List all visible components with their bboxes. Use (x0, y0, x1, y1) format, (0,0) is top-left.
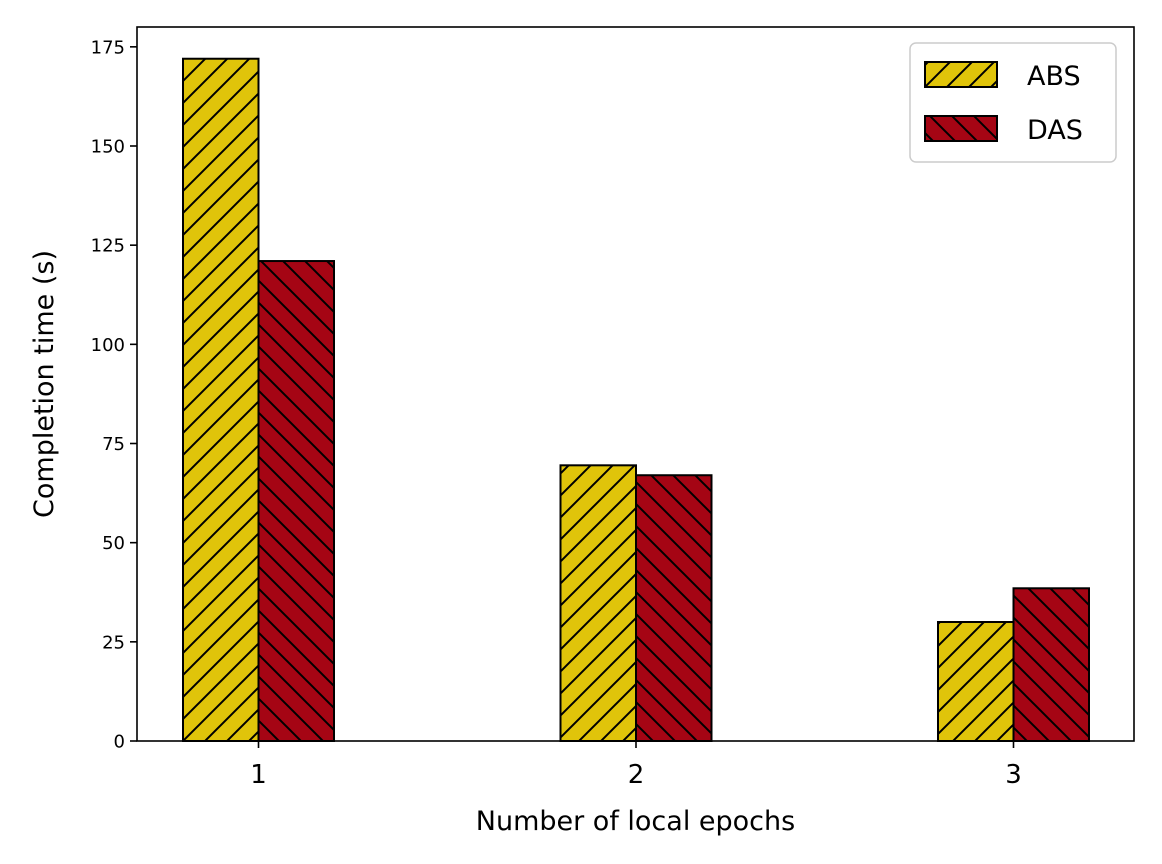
bar-das-1 (257, 260, 335, 742)
legend-frame (909, 42, 1117, 163)
bar-das-2 (635, 474, 713, 742)
bar-hatch (559, 464, 637, 742)
x-tick-label: 3 (1005, 760, 1022, 790)
y-tick-label: 25 (102, 632, 125, 653)
y-tick-label: 0 (114, 732, 125, 753)
bar-das-3 (1012, 587, 1090, 742)
bar-hatch (635, 474, 713, 742)
y-tick-label: 50 (102, 533, 125, 554)
legend: ABS DAS (909, 42, 1117, 163)
bar-hatch (937, 621, 1015, 742)
bar-abs-1 (182, 57, 260, 742)
x-axis-label: Number of local epochs (476, 806, 795, 837)
y-tick-label: 150 (91, 137, 125, 158)
y-tick-label: 100 (91, 335, 125, 356)
bar-hatch (257, 260, 335, 742)
bar-hatch (1012, 587, 1090, 742)
legend-item-abs: ABS (924, 61, 1081, 92)
bar-hatch (182, 57, 260, 742)
y-tick-label: 175 (91, 37, 125, 58)
y-tick-label: 75 (102, 434, 125, 455)
legend-label: DAS (1027, 115, 1083, 146)
y-tick-label: 125 (91, 236, 125, 257)
bar-abs-2 (559, 464, 637, 742)
legend-swatch-hatch (924, 61, 998, 88)
legend-swatch-hatch (924, 115, 998, 142)
x-axis: 1 2 3 (250, 741, 1022, 790)
x-tick-label: 2 (628, 760, 645, 790)
legend-item-das: DAS (924, 115, 1083, 146)
bar-abs-3 (937, 621, 1015, 742)
y-axis: 0 25 50 75 100 125 150 175 (91, 37, 137, 753)
x-tick-label: 1 (250, 760, 267, 790)
legend-label: ABS (1027, 61, 1081, 92)
y-axis-label: Completion time (s) (29, 250, 60, 518)
bars-layer (182, 57, 1090, 742)
